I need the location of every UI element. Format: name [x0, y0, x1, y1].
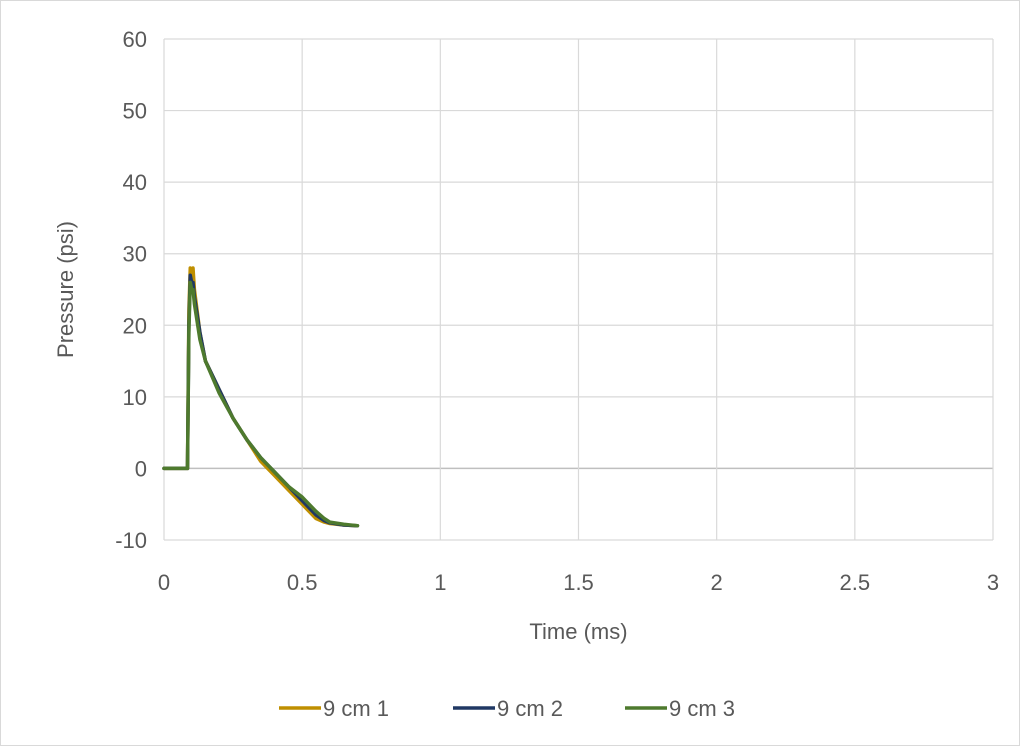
legend-label: 9 cm 2	[497, 696, 563, 721]
legend-item-2: 9 cm 2	[453, 696, 563, 721]
y-tick-label: 10	[123, 385, 147, 410]
x-tick-label: 1	[434, 570, 446, 595]
x-tick-label: 1.5	[563, 570, 594, 595]
x-tick-label: 0	[158, 570, 170, 595]
x-tick-label: 2	[711, 570, 723, 595]
x-tick-label: 2.5	[840, 570, 871, 595]
legend-item-3: 9 cm 3	[625, 696, 735, 721]
x-tick-label: 0.5	[287, 570, 318, 595]
legend-item-1: 9 cm 1	[279, 696, 389, 721]
y-tick-label: 20	[123, 313, 147, 338]
y-axis-title: Pressure (psi)	[53, 221, 78, 358]
y-tick-label: 50	[123, 99, 147, 124]
series-line-2	[162, 273, 360, 528]
y-tick-label: -10	[115, 528, 147, 553]
y-tick-label: 60	[123, 27, 147, 52]
series-lines	[162, 266, 360, 528]
x-tick-label: 3	[987, 570, 999, 595]
tick-labels: -10 0 10 20 30 40 50 60 0 0.5 1 1.5 2 2.5 3	[115, 27, 999, 595]
y-tick-label: 40	[123, 170, 147, 195]
gridlines	[163, 38, 994, 541]
y-tick-label: 30	[123, 242, 147, 267]
legend-label: 9 cm 3	[669, 696, 735, 721]
x-axis-title: Time (ms)	[529, 619, 627, 644]
series-line-3	[162, 280, 360, 528]
legend: 9 cm 1 9 cm 2 9 cm 3	[279, 696, 735, 721]
legend-label: 9 cm 1	[323, 696, 389, 721]
y-tick-label: 0	[135, 456, 147, 481]
